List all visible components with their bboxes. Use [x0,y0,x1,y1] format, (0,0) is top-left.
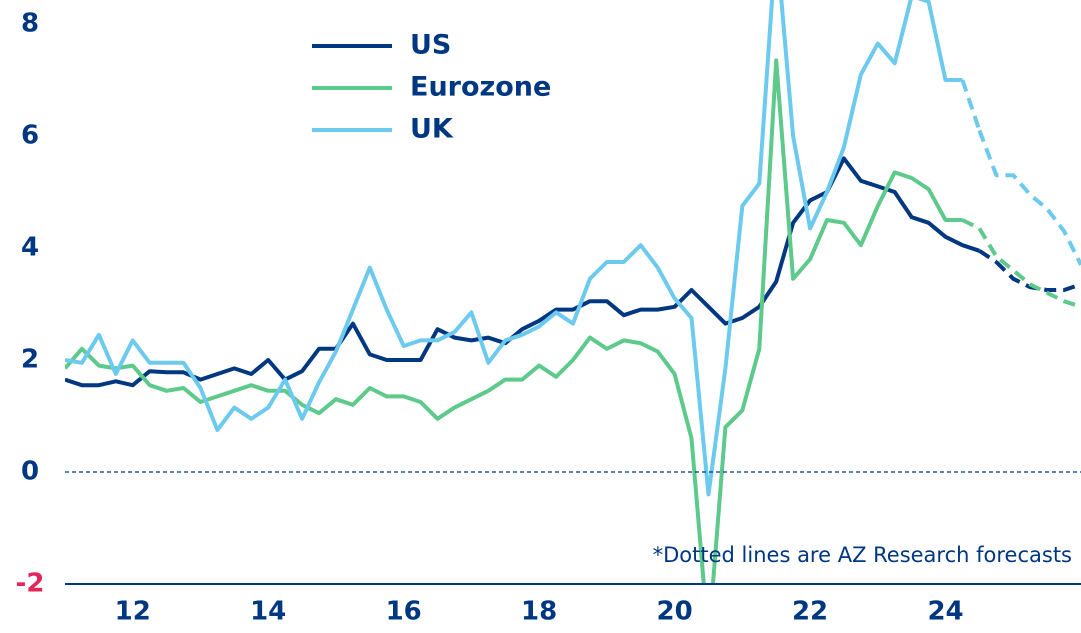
legend-label: UK [410,114,454,145]
forecast-connector [978,249,998,264]
plot-area [65,0,1081,584]
y-tick-label: -2 [16,569,45,599]
forecast-connector [960,79,982,132]
y-tick-label: 0 [21,457,39,487]
x-tick-label: 16 [386,597,422,627]
x-tick-label: 14 [250,597,286,627]
annotation: *Dotted lines are AZ Research forecasts [653,543,1072,567]
legend-label: Eurozone [410,72,551,103]
y-tick-label: 6 [21,121,39,151]
forecast-line [977,227,1081,309]
x-tick-label: 20 [657,597,693,627]
x-tick-label: 24 [927,597,963,627]
series-line [65,58,963,584]
forecast-line [977,129,1081,266]
x-tick-label: 18 [521,597,557,627]
series-line [65,156,981,388]
forecast-line [994,260,1081,292]
y-tick-label: 2 [21,345,39,375]
x-tick-label: 22 [792,597,828,627]
x-tick-label: 12 [115,597,151,627]
y-tick-label: 4 [21,233,39,263]
y-tick-label: 8 [21,9,39,39]
forecast-connector [961,218,981,231]
series-line [65,0,963,497]
legend-label: US [410,30,451,61]
